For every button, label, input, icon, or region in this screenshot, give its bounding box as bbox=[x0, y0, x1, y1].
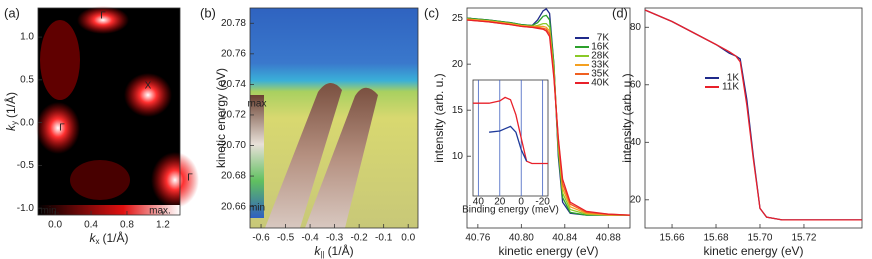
x-tick-label: 1.2 bbox=[156, 220, 170, 231]
axis-label: intensity (arb. u.) bbox=[620, 73, 634, 162]
x-tick-label: 0.4 bbox=[84, 220, 98, 231]
x-tick-label: -0.1 bbox=[375, 233, 393, 244]
annotation: max. bbox=[149, 206, 171, 217]
y-tick-label: 20 bbox=[452, 59, 464, 70]
axis-label: ky (1/Å) bbox=[3, 92, 19, 131]
axis-label-unit: (1/Å) bbox=[3, 92, 18, 118]
x-tick-label: 15.68 bbox=[703, 233, 728, 244]
series-line bbox=[466, 14, 630, 216]
axis-label: kinetic energy (eV) bbox=[703, 244, 803, 258]
y-tick-label: 1.0 bbox=[20, 32, 34, 43]
x-tick-label: -0.3 bbox=[326, 233, 344, 244]
y-tick-label: 20 bbox=[630, 194, 642, 205]
panel-label: (b) bbox=[200, 5, 216, 20]
x-tick-label: 15.70 bbox=[747, 233, 772, 244]
annotation: Γ bbox=[100, 11, 106, 22]
legend-label: 11K bbox=[722, 82, 739, 93]
axis-label-main: k bbox=[4, 124, 18, 131]
plot-frame bbox=[644, 7, 863, 229]
y-tick-label: 10 bbox=[452, 151, 464, 162]
legend-label: 16K bbox=[591, 42, 609, 53]
inset-frame bbox=[472, 79, 549, 197]
plot-frame bbox=[466, 7, 631, 229]
y-tick-label: 20.76 bbox=[221, 48, 246, 59]
annotation: max bbox=[248, 99, 267, 110]
heatmap-a bbox=[36, 6, 199, 215]
panel-label: (a) bbox=[4, 5, 20, 20]
axis-label-unit: (1/Å) bbox=[102, 230, 128, 245]
y-tick-label: 25 bbox=[452, 13, 464, 24]
annotation: Γ bbox=[59, 123, 65, 134]
y-tick-label: 15 bbox=[452, 105, 464, 116]
x-tick-label: 0.8 bbox=[120, 220, 134, 231]
y-tick-label: 0.5 bbox=[20, 74, 34, 85]
y-tick-label: 40 bbox=[630, 137, 642, 148]
legend-label: 1K bbox=[727, 73, 740, 84]
y-tick-label: 60 bbox=[630, 79, 642, 90]
x-tick-label: 0.0 bbox=[48, 220, 62, 231]
axis-label: kx (1/Å) bbox=[89, 230, 128, 246]
x-tick-label: 0.0 bbox=[401, 233, 415, 244]
x-tick-label: -0.6 bbox=[252, 233, 270, 244]
annotation: X bbox=[145, 81, 152, 92]
legend-label: 40K bbox=[591, 78, 609, 89]
series-line bbox=[466, 18, 630, 216]
x-tick-label: 40.80 bbox=[509, 233, 534, 244]
x-tick-label: -0.5 bbox=[277, 233, 295, 244]
series-line bbox=[473, 96, 548, 165]
axis-label-sub: y bbox=[10, 121, 19, 125]
inset-tick-label: 40 bbox=[473, 197, 485, 208]
axis-label-unit: (1/Å) bbox=[328, 243, 354, 258]
y-tick-label: 20.70 bbox=[221, 140, 246, 151]
axis-label: kinetic energy (eV) bbox=[498, 244, 598, 258]
series-line bbox=[644, 9, 862, 221]
plot-frame bbox=[37, 7, 181, 216]
inset-tick-label: 20 bbox=[494, 197, 506, 208]
y-tick-label: 0.0 bbox=[20, 117, 34, 128]
x-tick-label: -0.4 bbox=[301, 233, 319, 244]
series-line bbox=[489, 125, 528, 162]
axis-label-sub: x bbox=[95, 237, 99, 246]
legend-label: 35K bbox=[591, 69, 609, 80]
axis-label: kinetic energy (eV) bbox=[214, 68, 228, 168]
axis-label-main: k bbox=[89, 231, 96, 245]
annotation: Γ bbox=[187, 173, 193, 184]
y-tick-label: 20.66 bbox=[221, 201, 246, 212]
panel-label: (d) bbox=[612, 5, 628, 20]
plot-frame bbox=[249, 7, 419, 229]
axis-label-sub: || bbox=[320, 250, 324, 259]
x-tick-label: 15.72 bbox=[791, 233, 816, 244]
y-tick-label: 20.72 bbox=[221, 110, 246, 121]
y-tick-label: -1.0 bbox=[17, 203, 35, 214]
inset-xlabel: Binding energy (meV) bbox=[462, 205, 559, 216]
heatmap-b bbox=[250, 8, 418, 228]
axis-label: intensity (arb. u.) bbox=[432, 73, 446, 162]
x-tick-label: 40.84 bbox=[552, 233, 577, 244]
x-tick-label: 15.66 bbox=[660, 233, 685, 244]
annotation: min bbox=[249, 203, 265, 214]
inset-tick-label: -20 bbox=[535, 197, 550, 208]
x-tick-label: -0.2 bbox=[351, 233, 369, 244]
legend-label: 28K bbox=[591, 51, 609, 62]
axis-label: k|| (1/Å) bbox=[314, 243, 353, 259]
y-tick-label: 20.74 bbox=[221, 79, 246, 90]
y-tick-label: 20.68 bbox=[221, 171, 246, 182]
y-tick-label: 20.78 bbox=[221, 18, 246, 29]
legend-label: 33K bbox=[591, 60, 609, 71]
y-tick-label: 80 bbox=[630, 22, 642, 33]
series-line bbox=[466, 19, 631, 216]
x-tick-label: 40.88 bbox=[596, 233, 621, 244]
legend-label: 7K bbox=[597, 33, 610, 44]
x-tick-label: 40.76 bbox=[465, 233, 490, 244]
inset-tick-label: 0 bbox=[518, 197, 524, 208]
panel-label: (c) bbox=[424, 5, 439, 20]
series-line bbox=[644, 9, 862, 221]
annotation: min. bbox=[41, 206, 60, 217]
y-tick-label: -0.5 bbox=[17, 160, 35, 171]
axis-label-main: k bbox=[314, 244, 321, 258]
